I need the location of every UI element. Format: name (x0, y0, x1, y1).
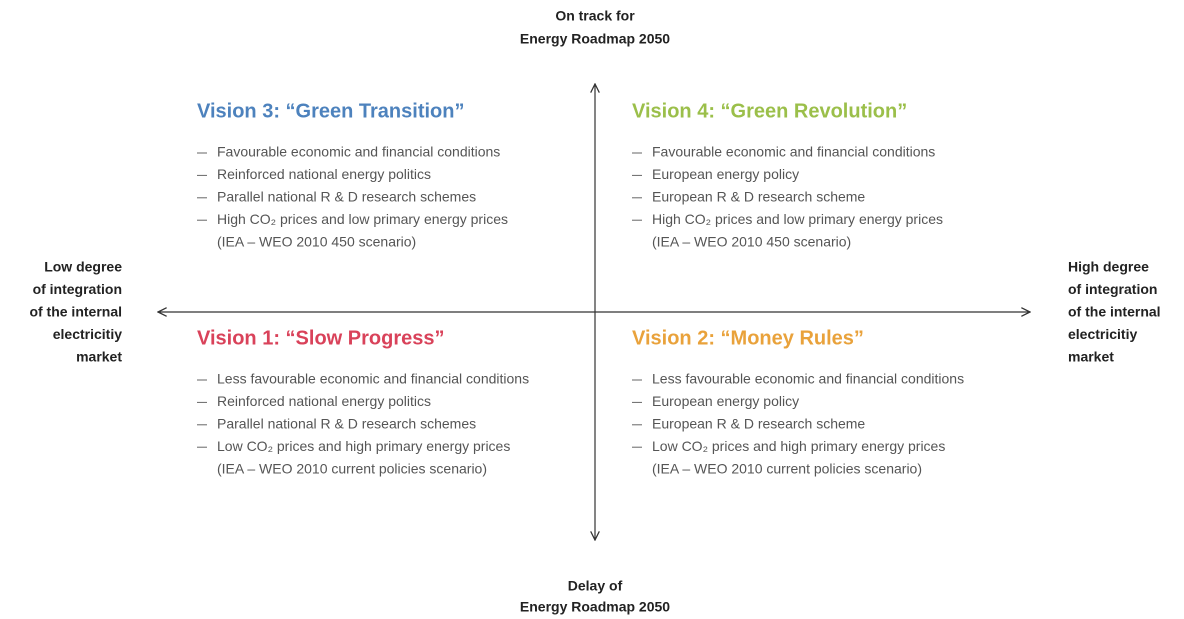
bullet-text: Favourable economic and financial condit… (217, 144, 500, 160)
bullet-text: European R & D research scheme (652, 416, 865, 432)
quadrant-title: Vision 3: “Green Transition” (197, 100, 464, 122)
bullet-text: European energy policy (652, 166, 799, 182)
bullet-text: Reinforced national energy politics (217, 393, 431, 409)
bullet-text: High CO₂ prices and low primary energy p… (652, 211, 943, 227)
axis-label: electricitiy (1068, 326, 1137, 342)
axis-label: Energy Roadmap 2050 (520, 599, 670, 615)
axis-label: High degree (1068, 259, 1149, 275)
axis-label: of integration (33, 281, 122, 297)
bullet-text: Low CO₂ prices and high primary energy p… (652, 438, 945, 454)
axis-label: Low degree (44, 259, 122, 275)
bullet-text: European R & D research scheme (652, 189, 865, 205)
bullet-text: Favourable economic and financial condit… (652, 144, 935, 160)
axis-label: of the internal (1068, 304, 1161, 320)
quadrant-title: Vision 4: “Green Revolution” (632, 100, 907, 122)
bullet-note: (IEA – WEO 2010 current policies scenari… (217, 460, 487, 476)
axis-label: On track for (555, 8, 635, 24)
axis-label: of the internal (29, 304, 122, 320)
bullet-note: (IEA – WEO 2010 current policies scenari… (652, 460, 922, 476)
bullet-text: Less favourable economic and financial c… (217, 371, 529, 387)
bullet-note: (IEA – WEO 2010 450 scenario) (217, 233, 416, 249)
axis-label: of integration (1068, 281, 1157, 297)
bullet-text: High CO₂ prices and low primary energy p… (217, 211, 508, 227)
axis-label: Energy Roadmap 2050 (520, 31, 670, 47)
bullet-text: Reinforced national energy politics (217, 166, 431, 182)
axis-label: market (1068, 349, 1114, 365)
bullet-text: Less favourable economic and financial c… (652, 371, 964, 387)
bullet-text: Low CO₂ prices and high primary energy p… (217, 438, 510, 454)
axis-label: Delay of (568, 578, 623, 594)
axis-label: market (76, 349, 122, 365)
bullet-text: Parallel national R & D research schemes (217, 416, 476, 432)
axis-label: electricitiy (53, 326, 122, 342)
quadrant-title: Vision 2: “Money Rules” (632, 327, 864, 349)
bullet-text: European energy policy (652, 393, 799, 409)
quadrant-title: Vision 1: “Slow Progress” (197, 327, 444, 349)
bullet-text: Parallel national R & D research schemes (217, 189, 476, 205)
bullet-note: (IEA – WEO 2010 450 scenario) (652, 233, 851, 249)
